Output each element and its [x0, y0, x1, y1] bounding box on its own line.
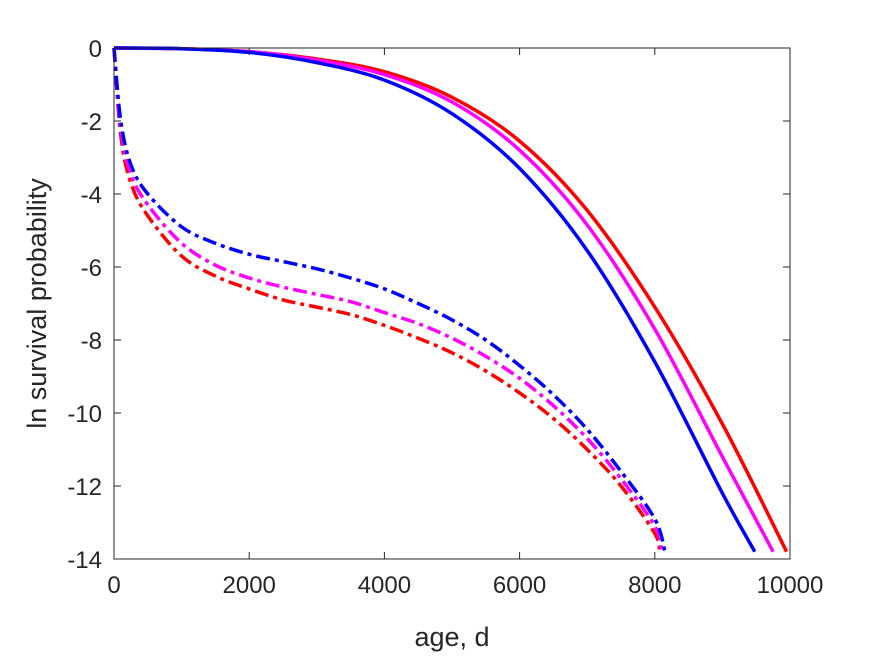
series-line-3-solid	[113, 46, 757, 553]
x-tick-label: 6000	[493, 572, 546, 599]
series-line-4-dashdot	[112, 47, 662, 553]
series-line-2-solid	[113, 46, 775, 553]
y-tick-label: -12	[67, 474, 102, 501]
x-axis-ticks: 0 2000 4000 6000 8000 10000	[107, 48, 823, 599]
y-tick-label: -2	[81, 109, 102, 136]
series-line-6-dashdot	[112, 47, 667, 553]
x-axis-label: age, d	[414, 622, 489, 652]
series-line-1-solid	[113, 46, 789, 553]
y-tick-label: -10	[67, 401, 102, 428]
y-axis-label: ln survival probability	[22, 178, 52, 429]
plot-frame	[113, 47, 791, 560]
x-tick-label: 2000	[223, 572, 276, 599]
y-tick-label: -6	[81, 255, 102, 282]
y-tick-label: -8	[81, 328, 102, 355]
series-layer	[112, 46, 789, 553]
x-tick-label: 10000	[757, 572, 824, 599]
x-tick-label: 0	[107, 572, 120, 599]
y-tick-label: -4	[81, 182, 102, 209]
x-tick-label: 8000	[628, 572, 681, 599]
y-axis-ticks: 0 -2 -4 -6 -8 -10 -12 -14	[67, 36, 790, 574]
y-tick-label: 0	[89, 36, 102, 63]
x-tick-label: 4000	[358, 572, 411, 599]
series-line-5-dashdot	[112, 47, 664, 553]
y-tick-label: -14	[67, 547, 102, 574]
